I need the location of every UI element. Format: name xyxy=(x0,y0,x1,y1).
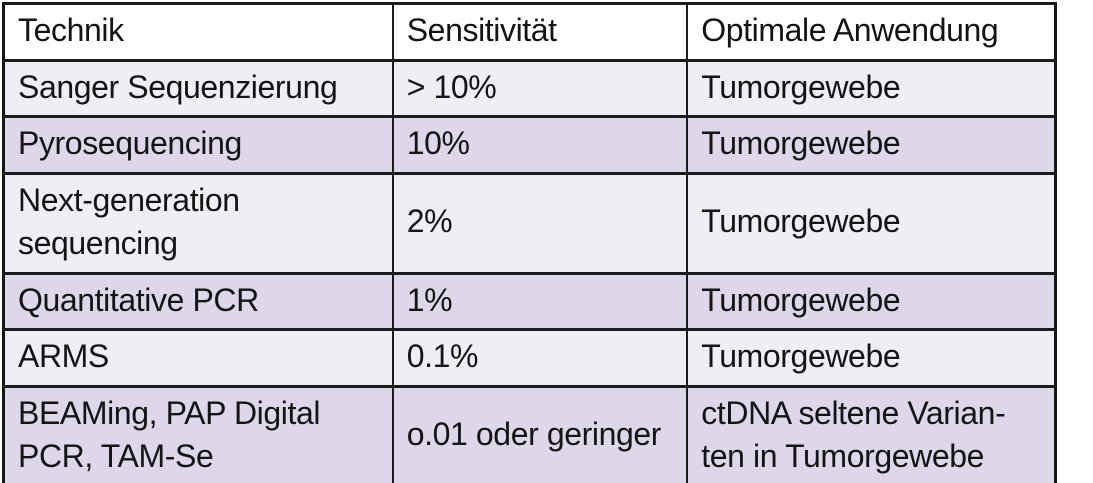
cell-technik: BEAMing, PAP Digital PCR, TAM-Se xyxy=(2,384,394,483)
cell-technik: Next-generation sequencing xyxy=(2,171,394,275)
cell-optimale-anwendung: Tumorgewebe xyxy=(686,115,1057,175)
table-row-quantitative-pcr: Quantitative PCR 1% Tumorgewebe xyxy=(2,271,1057,332)
column-header-sensitivitaet: Sensitivität xyxy=(391,2,689,62)
column-header-optimale-anwendung: Optimale Anwendung xyxy=(686,2,1057,62)
cell-technik: Quantitative PCR xyxy=(2,271,394,332)
cell-optimale-anwendung: Tumorgewebe xyxy=(686,328,1057,388)
cell-sensitivitaet: 1% xyxy=(391,271,689,332)
table-row-sanger-sequenzierung: Sanger Sequenzierung > 10% Tumorgewebe xyxy=(2,58,1057,119)
cell-sensitivitaet: 2% xyxy=(391,171,689,275)
cell-technik: ARMS xyxy=(2,328,394,388)
cell-sensitivitaet: o.01 oder geringer xyxy=(391,384,689,483)
cell-sensitivitaet: 10% xyxy=(391,115,689,175)
header-row: Technik Sensitivität Optimale Anwendung xyxy=(2,2,1057,62)
cell-technik: Sanger Sequenzierung xyxy=(2,58,394,119)
table-row-arms: ARMS 0.1% Tumorgewebe xyxy=(2,328,1057,388)
cell-optimale-anwendung: Tumorgewebe xyxy=(686,171,1057,275)
cell-optimale-anwendung: ctDNA seltene Varian- ten in Tumorgewebe xyxy=(686,384,1057,483)
table-row-next-generation-sequencing: Next-generation sequencing 2% Tumorgeweb… xyxy=(2,171,1057,275)
table-row-pyrosequencing: Pyrosequencing 10% Tumorgewebe xyxy=(2,115,1057,175)
cell-sensitivitaet: 0.1% xyxy=(391,328,689,388)
sequencing-techniques-table: Technik Sensitivität Optimale Anwendung … xyxy=(2,2,1057,483)
cell-optimale-anwendung: Tumorgewebe xyxy=(686,271,1057,332)
column-header-technik: Technik xyxy=(2,2,394,62)
cell-sensitivitaet: > 10% xyxy=(391,58,689,119)
cell-technik: Pyrosequencing xyxy=(2,115,394,175)
cell-optimale-anwendung: Tumorgewebe xyxy=(686,58,1057,119)
table-row-beaming-pap-digital-pcr-tam-se: BEAMing, PAP Digital PCR, TAM-Se o.01 od… xyxy=(2,384,1057,483)
